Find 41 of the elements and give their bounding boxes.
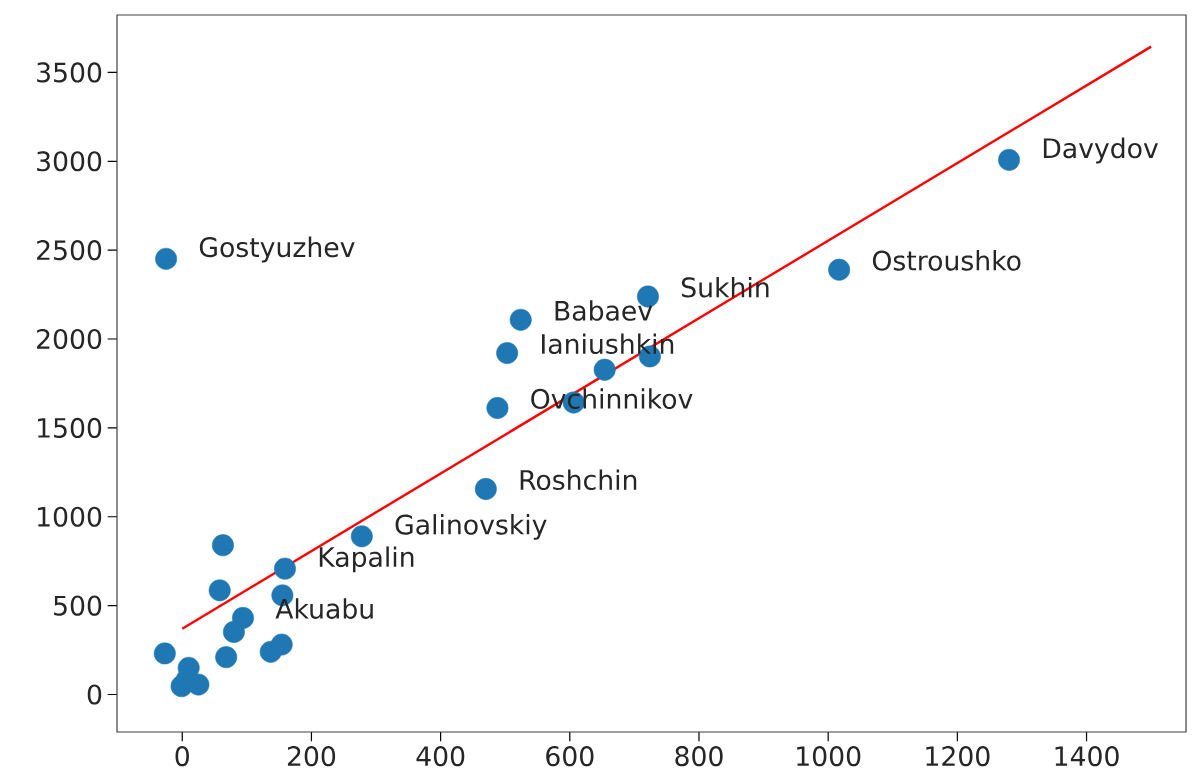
x-tick-label: 1400 (1055, 746, 1119, 767)
annotation: Gostyuzhev (199, 236, 355, 263)
point (593, 358, 616, 381)
annotation: Roshchin (520, 469, 637, 491)
point (222, 621, 245, 643)
point (215, 646, 238, 669)
point (208, 579, 231, 602)
annotation: Babaev (555, 300, 653, 321)
y-tick-label: 2000 (37, 328, 102, 350)
y-tick-label: 2500 (37, 240, 102, 261)
point (232, 606, 254, 629)
y-tick-label: 3500 (37, 62, 102, 83)
x-tick-label: 600 (546, 746, 594, 767)
point (509, 308, 532, 331)
point (274, 557, 296, 580)
x-tick-label: 400 (416, 746, 465, 767)
annotation: Galinovskiy (395, 514, 547, 540)
x-tick-label: 200 (287, 746, 336, 767)
y-tick-label: 0 (87, 684, 102, 705)
x-tick-label: 0 (175, 746, 189, 767)
point (153, 642, 176, 665)
x-tick-label: 1200 (926, 746, 990, 767)
y-tick-label: 1000 (38, 506, 102, 527)
point (350, 525, 373, 548)
x-tick-label: 1000 (797, 746, 861, 767)
point (270, 633, 293, 656)
point (486, 397, 509, 419)
y-tick-label: 3000 (37, 151, 102, 172)
annotation: Kapalin (319, 546, 414, 573)
point (155, 247, 178, 270)
point (474, 478, 497, 500)
annotation: Davydov (1043, 137, 1158, 164)
y-tick-label: 500 (54, 595, 102, 616)
point (212, 534, 234, 557)
point (998, 148, 1020, 171)
annotation: Ostroushko (872, 250, 1021, 271)
x-tick-label: 800 (675, 746, 723, 767)
point (828, 258, 851, 281)
point (496, 342, 519, 364)
annotation: Akuabu (275, 598, 373, 619)
y-tick-label: 1500 (38, 417, 102, 438)
